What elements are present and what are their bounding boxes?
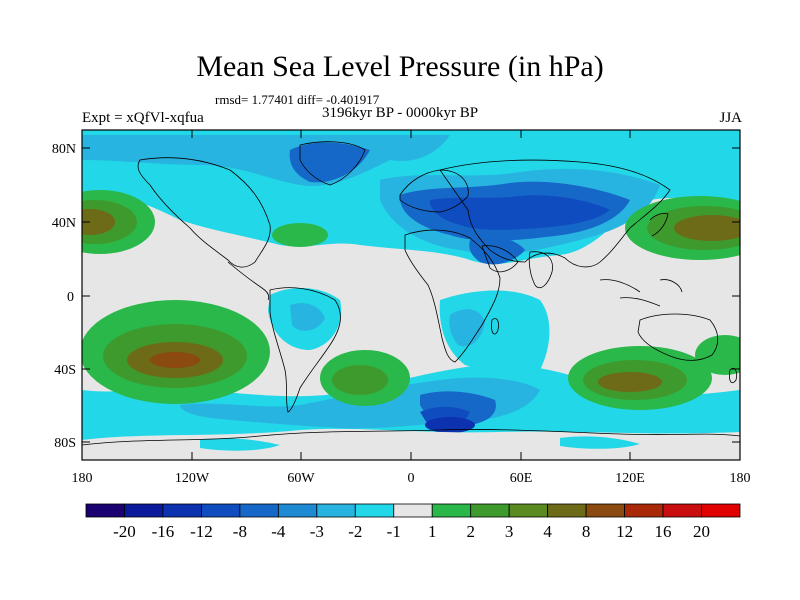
colorbar-swatch xyxy=(277,503,318,518)
n-atlantic-high xyxy=(272,223,328,247)
colorbar: -20 -16 -12 -8 -4 -3 -2 -1 1 2 3 4 8 12 16 20 xyxy=(85,503,741,541)
coastlines xyxy=(82,141,740,446)
colorbar-label: -2 xyxy=(348,522,362,541)
lon-labels: 180 120W 60W 0 60E 120E 180 xyxy=(72,471,751,486)
colorbar-swatch xyxy=(701,503,741,518)
colorbar-label: 2 xyxy=(466,522,475,541)
arabian-low xyxy=(469,236,525,265)
australia-east-high xyxy=(695,335,740,375)
colorbar-label: -4 xyxy=(271,522,286,541)
lon-tick-label: 180 xyxy=(730,471,751,486)
lon-tick-label: 120E xyxy=(615,471,645,486)
colorbar-swatch xyxy=(162,503,202,518)
season-label: JJA xyxy=(719,110,742,126)
s-atlantic-high-inner xyxy=(332,365,388,395)
colorbar-swatch xyxy=(316,503,356,518)
colorbar-swatch xyxy=(470,503,510,518)
colorbar-swatch xyxy=(508,503,549,518)
pressure-field xyxy=(82,130,740,460)
n-pacific-high-west-inner xyxy=(82,209,115,235)
lon-tick-label: 60W xyxy=(287,471,315,486)
colorbar-label: -12 xyxy=(190,522,213,541)
experiment-label: Expt = xQfVl-xqfua xyxy=(82,110,204,126)
lat-tick-label: 40S xyxy=(54,363,76,378)
colorbar-label: 16 xyxy=(655,522,672,541)
colorbar-swatch xyxy=(201,503,241,518)
stats-text: rmsd= 1.77401 diff= -0.401917 xyxy=(215,92,380,107)
colorbar-label: 4 xyxy=(543,522,552,541)
colorbar-label: 12 xyxy=(616,522,633,541)
colorbar-label: -1 xyxy=(387,522,401,541)
africa-core xyxy=(449,309,485,347)
n-pacific-high-east-inner xyxy=(674,215,740,241)
south-america-core xyxy=(290,303,325,331)
lat-labels: 80N 40N 0 40S 80S xyxy=(52,142,76,451)
lon-tick-label: 0 xyxy=(408,471,415,486)
map-title: Mean Sea Level Pressure (in hPa) xyxy=(196,50,604,83)
eurasian-low-inner xyxy=(430,195,610,230)
colorbar-swatch xyxy=(354,503,395,518)
lon-tick-label: 180 xyxy=(72,471,93,486)
colorbar-label: -20 xyxy=(113,522,136,541)
lon-tick-label: 60E xyxy=(510,471,533,486)
axis-ticks xyxy=(81,130,741,460)
colorbar-swatch xyxy=(239,503,279,518)
lat-tick-label: 40N xyxy=(52,216,76,231)
antarctic-cyan-patches xyxy=(200,436,640,451)
colorbar-swatch xyxy=(585,503,625,518)
lon-tick-label: 120W xyxy=(175,471,210,486)
colorbar-label: 8 xyxy=(582,522,591,541)
colorbar-label: 1 xyxy=(428,522,437,541)
greenland-low xyxy=(289,142,370,183)
colorbar-label: 3 xyxy=(505,522,514,541)
colorbar-swatch xyxy=(431,503,472,518)
colorbar-swatch xyxy=(124,503,164,518)
colorbar-swatch xyxy=(85,503,125,518)
lat-tick-label: 80S xyxy=(54,436,76,451)
colorbar-label: -16 xyxy=(152,522,175,541)
s-indian-high-inner xyxy=(598,372,662,392)
colorbar-label: -8 xyxy=(233,522,247,541)
lat-tick-label: 80N xyxy=(52,142,76,157)
colorbar-swatch xyxy=(393,503,433,518)
antarctic-cell-2 xyxy=(425,417,475,433)
lat-tick-label: 0 xyxy=(67,290,74,305)
s-pacific-high-core xyxy=(150,352,200,368)
colorbar-label: 20 xyxy=(693,522,710,541)
colorbar-swatch xyxy=(624,503,664,518)
colorbar-label: -3 xyxy=(310,522,324,541)
colorbar-swatch xyxy=(547,503,587,518)
period-label: 3196kyr BP - 0000kyr BP xyxy=(321,105,479,121)
colorbar-swatch xyxy=(662,503,702,518)
